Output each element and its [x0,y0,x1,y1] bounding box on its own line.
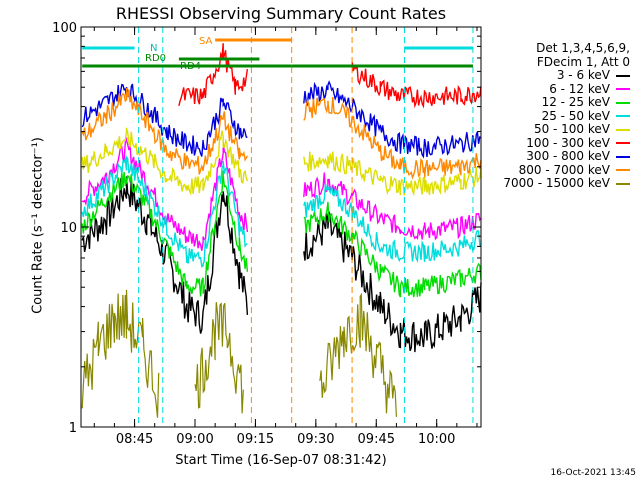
y-axis-label: Count Rate (s⁻¹ detector⁻¹) [30,137,46,314]
legend-entry-0: 3 - 6 keV [503,68,630,83]
legend-label: 12 - 25 keV [541,95,610,109]
x-tick-label-2: 09:15 [237,432,274,447]
x-tick-label-3: 09:30 [297,432,334,447]
legend-entry-2: 12 - 25 keV [503,95,630,110]
legend-label: 6 - 12 keV [549,81,610,96]
flag-label-3: SA [199,36,213,47]
chart-title: RHESSI Observing Summary Count Rates [115,4,447,23]
legend-label: 300 - 800 keV [526,149,610,163]
x-tick-label-0: 08:45 [116,432,153,447]
legend-entry-8: 7000 - 15000 keV [503,176,630,191]
legend-swatch [616,155,630,158]
legend-entry-3: 25 - 50 keV [503,108,630,124]
series-line-7 [81,87,482,180]
x-tick-label-4: 09:45 [358,432,395,447]
series-line-3 [81,155,482,268]
series-line-5 [178,43,482,109]
series-line-0 [81,176,482,353]
x-tick-label-5: 10:00 [418,432,455,447]
legend: Det 1,3,4,5,6,9, FDecim 1, Att 0 3 - 6 k… [503,41,630,191]
legend-swatch [616,182,630,185]
legend-swatch [616,88,630,91]
legend-swatch [616,115,630,118]
legend-label: 7000 - 15000 keV [503,176,610,190]
flag-label-2: RD4 [180,61,201,72]
series-line-6 [81,80,482,159]
y-tick-label-1: 10 [60,221,77,236]
legend-swatch [616,169,630,172]
plot-frame [80,26,482,428]
legend-entry-5: 100 - 300 keV [503,135,630,151]
legend-swatch [616,74,630,77]
legend-label: 50 - 100 keV [533,122,610,136]
y-tick-label-0: 1 [69,421,77,436]
flag-label-0: N [150,43,157,54]
flag-label-1: RD0 [145,53,166,64]
legend-label: 100 - 300 keV [526,135,610,150]
x-axis-label: Start Time (16-Sep-07 08:31:42) [175,453,387,468]
legend-header-line-1: Det 1,3,4,5,6,9, [536,41,630,55]
legend-label: 3 - 6 keV [556,68,610,82]
timestamp: 16-Oct-2021 13:45 [550,468,636,478]
x-tick-label-1: 09:00 [176,432,213,447]
legend-swatch [616,142,630,145]
legend-header-line-2: FDecim 1, Att 0 [536,54,630,69]
series-line-8 [81,289,397,418]
legend-swatch [616,128,630,131]
legend-entry-6: 300 - 800 keV [503,149,630,164]
legend-swatch [616,101,630,104]
legend-entries: 3 - 6 keV 6 - 12 keV 12 - 25 keV 25 - 50 ke… [503,68,630,191]
series-line-2 [81,170,482,298]
legend-entry-7: 800 - 7000 keV [503,162,630,178]
series-line-4 [81,127,482,197]
y-tick-label-2: 100 [52,21,77,36]
legend-entry-4: 50 - 100 keV [503,122,630,137]
legend-label: 25 - 50 keV [541,108,610,123]
legend-entry-1: 6 - 12 keV [503,81,630,97]
legend-label: 800 - 7000 keV [518,162,610,177]
